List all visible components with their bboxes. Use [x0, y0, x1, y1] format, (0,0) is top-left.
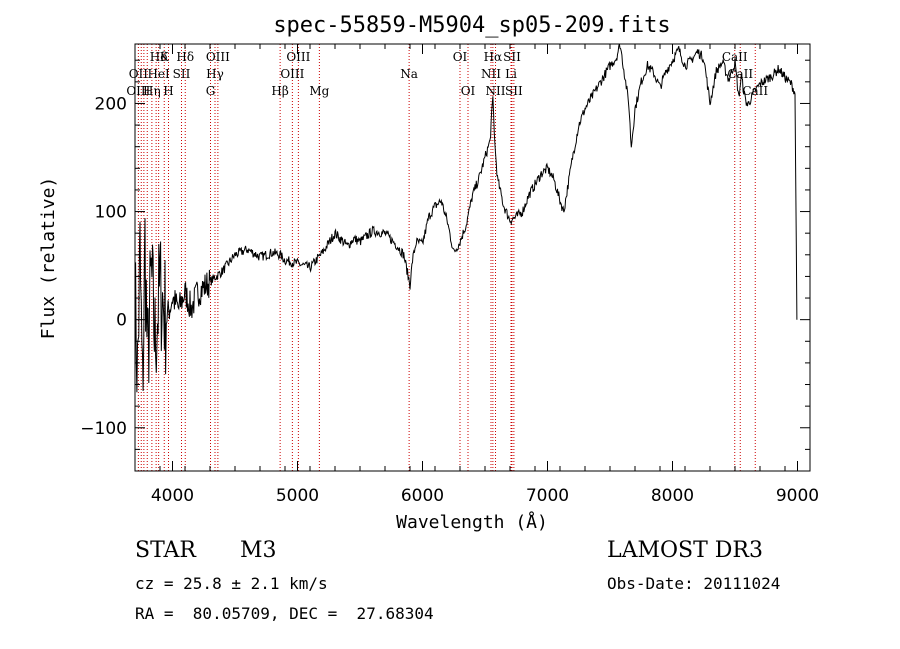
line-label: Hγ — [206, 67, 224, 81]
x-tick-label: 4000 — [151, 486, 194, 506]
line-label: HeI — [147, 67, 170, 81]
line-label: G — [206, 84, 216, 98]
line-label: Hδ — [176, 50, 194, 64]
line-label: SII — [503, 50, 521, 64]
line-label: Hβ — [271, 84, 288, 98]
x-tick-label: 8000 — [651, 486, 694, 506]
line-label: OIII — [280, 67, 304, 81]
redshift-cz: cz = 25.8 ± 2.1 km/s — [135, 574, 328, 593]
x-tick-label: 9000 — [776, 486, 819, 506]
spectrum-line — [134, 43, 798, 393]
x-tick-label: 6000 — [401, 486, 444, 506]
line-label: Hδ — [150, 50, 168, 64]
y-tick-label: −100 — [80, 419, 127, 439]
line-markers — [137, 44, 756, 471]
line-label: K — [160, 50, 170, 64]
line-label: CaII — [727, 67, 753, 81]
x-tick-label: 7000 — [526, 486, 569, 506]
chart-title: spec-55859-M5904_sp05-209.fits — [273, 13, 670, 38]
line-label: SII — [173, 67, 191, 81]
line-label: OIII — [286, 50, 310, 64]
obs-date: Obs-Date: 20111024 — [607, 574, 781, 593]
plot-frame — [134, 43, 811, 472]
y-tick-label: 100 — [95, 203, 127, 223]
y-tick-label: 0 — [116, 311, 127, 331]
x-tick-label: 5000 — [276, 486, 319, 506]
y-axis-label: Flux (relative) — [38, 177, 59, 340]
line-label: NII — [486, 84, 506, 98]
survey-name: LAMOST DR3 — [607, 538, 763, 563]
object-class: STAR — [135, 538, 196, 563]
line-label: Mg — [309, 84, 329, 98]
axes: 4000 5000 6000 7000 8000 9000 −100 0 100 200 — [80, 44, 819, 506]
line-label: OI — [453, 50, 468, 64]
line-label: SII — [505, 84, 523, 98]
line-label: OII — [129, 67, 149, 81]
line-label: OIII — [126, 84, 150, 98]
line-label: Li — [505, 67, 517, 81]
line-label: Hη — [143, 84, 161, 98]
line-label: Hα — [484, 50, 503, 64]
x-axis-label: Wavelength (Å) — [396, 511, 548, 533]
line-label: CaII — [722, 50, 748, 64]
line-label: H — [163, 84, 173, 98]
line-label: NII — [481, 67, 501, 81]
spectrum-chart: spec-55859-M5904_sp05-209.fits HδK Hδ OIII… — [38, 13, 819, 533]
line-label: OIII — [206, 50, 230, 64]
y-tick-label: 200 — [95, 94, 127, 114]
line-label: Na — [400, 67, 418, 81]
object-subclass: M3 — [240, 538, 277, 563]
coordinates: RA = 80.05709, DEC = 27.68304 — [135, 604, 434, 623]
line-label: OI — [461, 84, 476, 98]
